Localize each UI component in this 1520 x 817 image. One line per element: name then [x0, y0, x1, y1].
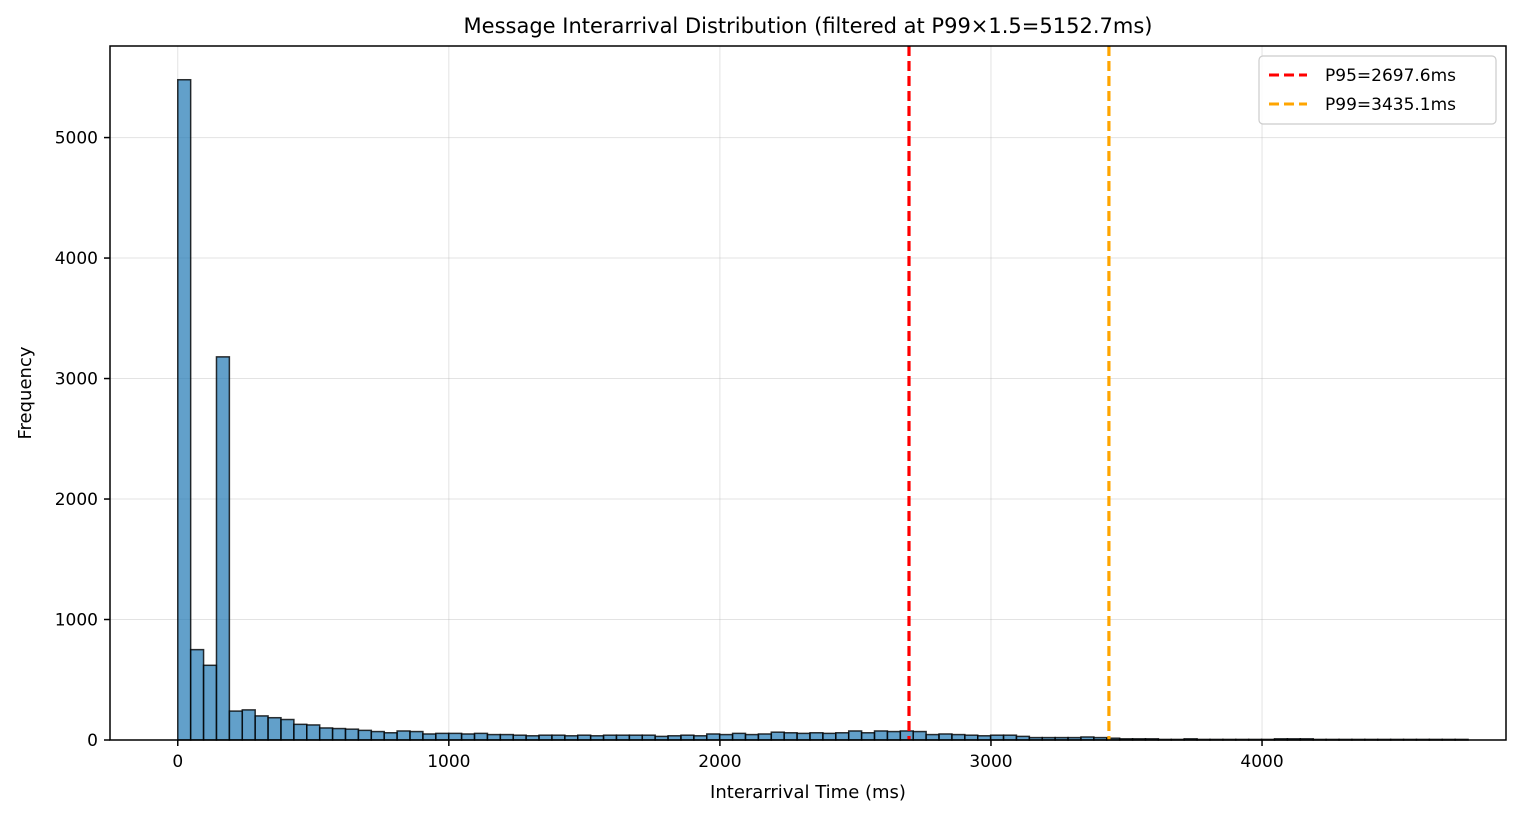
legend-label-p95: P95=2697.6ms	[1325, 66, 1456, 86]
y-tick-label: 4000	[55, 249, 98, 269]
chart-title: Message Interarrival Distribution (filte…	[464, 14, 1153, 38]
histogram-bar	[306, 724, 321, 741]
legend: P95=2697.6ms P99=3435.1ms	[1258, 55, 1497, 125]
histogram-bar	[331, 727, 347, 741]
histogram-bar	[202, 664, 218, 741]
histogram-bar	[486, 733, 502, 741]
histogram-bar	[422, 733, 437, 741]
histogram-bar	[435, 732, 450, 741]
histogram-bar	[822, 732, 837, 741]
histogram-bar	[835, 732, 850, 741]
histogram-bar	[951, 733, 966, 741]
histogram-bar	[370, 730, 385, 741]
x-tick-label: 1000	[427, 752, 470, 772]
reference-lines-layer	[907, 46, 1111, 740]
legend-box	[1258, 55, 1497, 125]
histogram-bar	[189, 648, 205, 741]
histogram-bar	[757, 733, 773, 741]
histogram-bar	[783, 732, 798, 741]
histogram-bar	[912, 730, 927, 741]
histogram-bar	[473, 732, 489, 741]
histogram-bar	[447, 732, 463, 741]
plot-frame	[109, 45, 1507, 741]
x-axis: 0 1000 2000 3000 4000	[172, 740, 1284, 772]
histogram-bar	[344, 728, 360, 741]
histogram-bar	[899, 730, 914, 741]
histogram-bar	[254, 715, 269, 741]
histogram-bar	[847, 730, 863, 741]
y-tick-label: 5000	[55, 129, 98, 149]
y-tick-label: 2000	[55, 490, 98, 510]
histogram-bar	[318, 727, 334, 741]
histogram-bar	[731, 732, 747, 741]
y-axis-label: Frequency	[15, 346, 36, 439]
histogram-bar	[744, 733, 760, 741]
histogram-bar	[706, 733, 721, 741]
histogram-bar	[809, 732, 824, 741]
y-tick-label: 0	[87, 731, 98, 751]
histogram-bar	[241, 709, 256, 741]
histogram-bar	[938, 733, 953, 741]
histogram-bar	[770, 731, 785, 741]
y-tick-label: 1000	[55, 611, 98, 631]
x-tick-label: 3000	[969, 752, 1012, 772]
histogram-bar	[267, 716, 282, 741]
histogram-bar	[293, 723, 308, 741]
histogram-bar	[383, 732, 398, 741]
x-axis-label: Interarrival Time (ms)	[710, 782, 906, 803]
histogram-bar	[280, 718, 295, 741]
histogram-bar	[460, 733, 476, 741]
x-tick-label: 0	[172, 752, 183, 772]
x-tick-label: 2000	[698, 752, 741, 772]
grid-layer	[110, 46, 1506, 741]
histogram-bar	[925, 733, 940, 741]
histogram-bar	[718, 733, 734, 741]
histogram-bar	[357, 729, 373, 741]
histogram-bar	[177, 78, 192, 741]
histogram-bar	[228, 710, 244, 741]
histogram-bar	[886, 730, 902, 741]
histogram-bar	[873, 730, 889, 741]
histogram-bar	[499, 733, 514, 741]
histogram-bar	[860, 732, 876, 741]
y-axis: 0 1000 2000 3000 4000 5000	[55, 129, 110, 751]
histogram-bar	[396, 730, 411, 741]
y-tick-label: 3000	[55, 370, 98, 390]
histogram-bar	[796, 732, 811, 741]
x-tick-label: 4000	[1240, 752, 1283, 772]
legend-label-p99: P99=3435.1ms	[1325, 95, 1456, 115]
histogram-bar	[215, 356, 231, 741]
histogram-bar	[409, 730, 424, 741]
bars-layer	[177, 78, 1469, 741]
